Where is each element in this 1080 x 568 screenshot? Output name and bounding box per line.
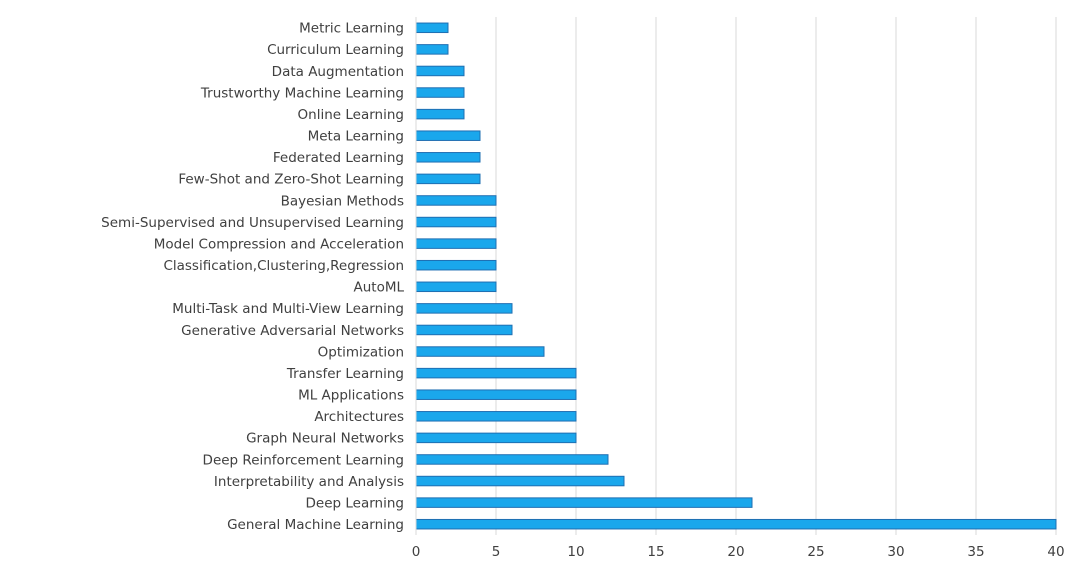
bar	[415, 367, 577, 379]
bar	[415, 152, 481, 163]
category-label: Deep Learning	[306, 495, 404, 511]
bar	[415, 497, 753, 508]
bar	[415, 324, 513, 336]
bar	[415, 44, 449, 55]
x-tick-label: 15	[647, 544, 664, 560]
category-label: Classification,Clustering,Regression	[163, 258, 404, 274]
category-label: Meta Learning	[308, 129, 404, 145]
bar	[415, 108, 465, 120]
category-label: Federated Learning	[273, 150, 404, 166]
x-tick-label: 35	[967, 544, 984, 560]
bar	[415, 346, 545, 357]
bar	[415, 475, 625, 487]
bar	[415, 216, 497, 228]
category-label: Trustworthy Machine Learning	[200, 85, 404, 101]
x-axis-tick-labels: 0 5 10 15 20 25 30 35 40	[412, 544, 1065, 560]
category-label: Semi-Supervised and Unsupervised Learnin…	[101, 215, 404, 231]
category-label: Data Augmentation	[272, 64, 404, 80]
bar	[415, 432, 577, 444]
bar	[415, 518, 1057, 530]
category-label: Optimization	[318, 344, 404, 360]
bar	[415, 173, 481, 185]
x-tick-label: 30	[887, 544, 904, 560]
x-tick-label: 5	[492, 544, 501, 560]
bar	[415, 411, 577, 422]
x-tick-label: 10	[567, 544, 584, 560]
bar	[415, 303, 513, 314]
bar	[415, 87, 465, 98]
bar	[415, 22, 449, 34]
bar	[415, 454, 609, 465]
category-label: Bayesian Methods	[281, 193, 404, 209]
category-label: Generative Adversarial Networks	[181, 323, 404, 339]
category-label: Architectures	[314, 409, 404, 425]
category-label: Transfer Learning	[286, 366, 404, 382]
bar	[415, 65, 465, 77]
category-label: Online Learning	[298, 107, 404, 123]
x-tick-label: 25	[807, 544, 824, 560]
bar	[415, 238, 497, 249]
category-label: Model Compression and Acceleration	[154, 236, 404, 252]
category-labels: Metric Learning Curriculum Learning Data A…	[101, 21, 404, 533]
category-label: Metric Learning	[299, 21, 404, 37]
bar	[415, 389, 577, 400]
category-label: ML Applications	[298, 388, 404, 404]
category-label: Graph Neural Networks	[246, 431, 404, 447]
bar	[415, 195, 497, 206]
bar	[415, 259, 497, 271]
x-tick-label: 20	[727, 544, 744, 560]
category-label: AutoML	[353, 280, 404, 296]
category-label: Few-Shot and Zero-Shot Learning	[178, 172, 404, 188]
category-label: Curriculum Learning	[267, 42, 404, 58]
category-label: General Machine Learning	[227, 517, 404, 533]
category-label: Deep Reinforcement Learning	[203, 452, 404, 468]
gridlines	[495, 17, 1057, 535]
x-tick-label: 0	[412, 544, 421, 560]
bar	[415, 281, 497, 293]
bar	[415, 130, 481, 141]
category-label: Multi-Task and Multi-View Learning	[172, 301, 404, 317]
x-tick-label: 40	[1047, 544, 1064, 560]
category-label: Interpretability and Analysis	[214, 474, 404, 490]
